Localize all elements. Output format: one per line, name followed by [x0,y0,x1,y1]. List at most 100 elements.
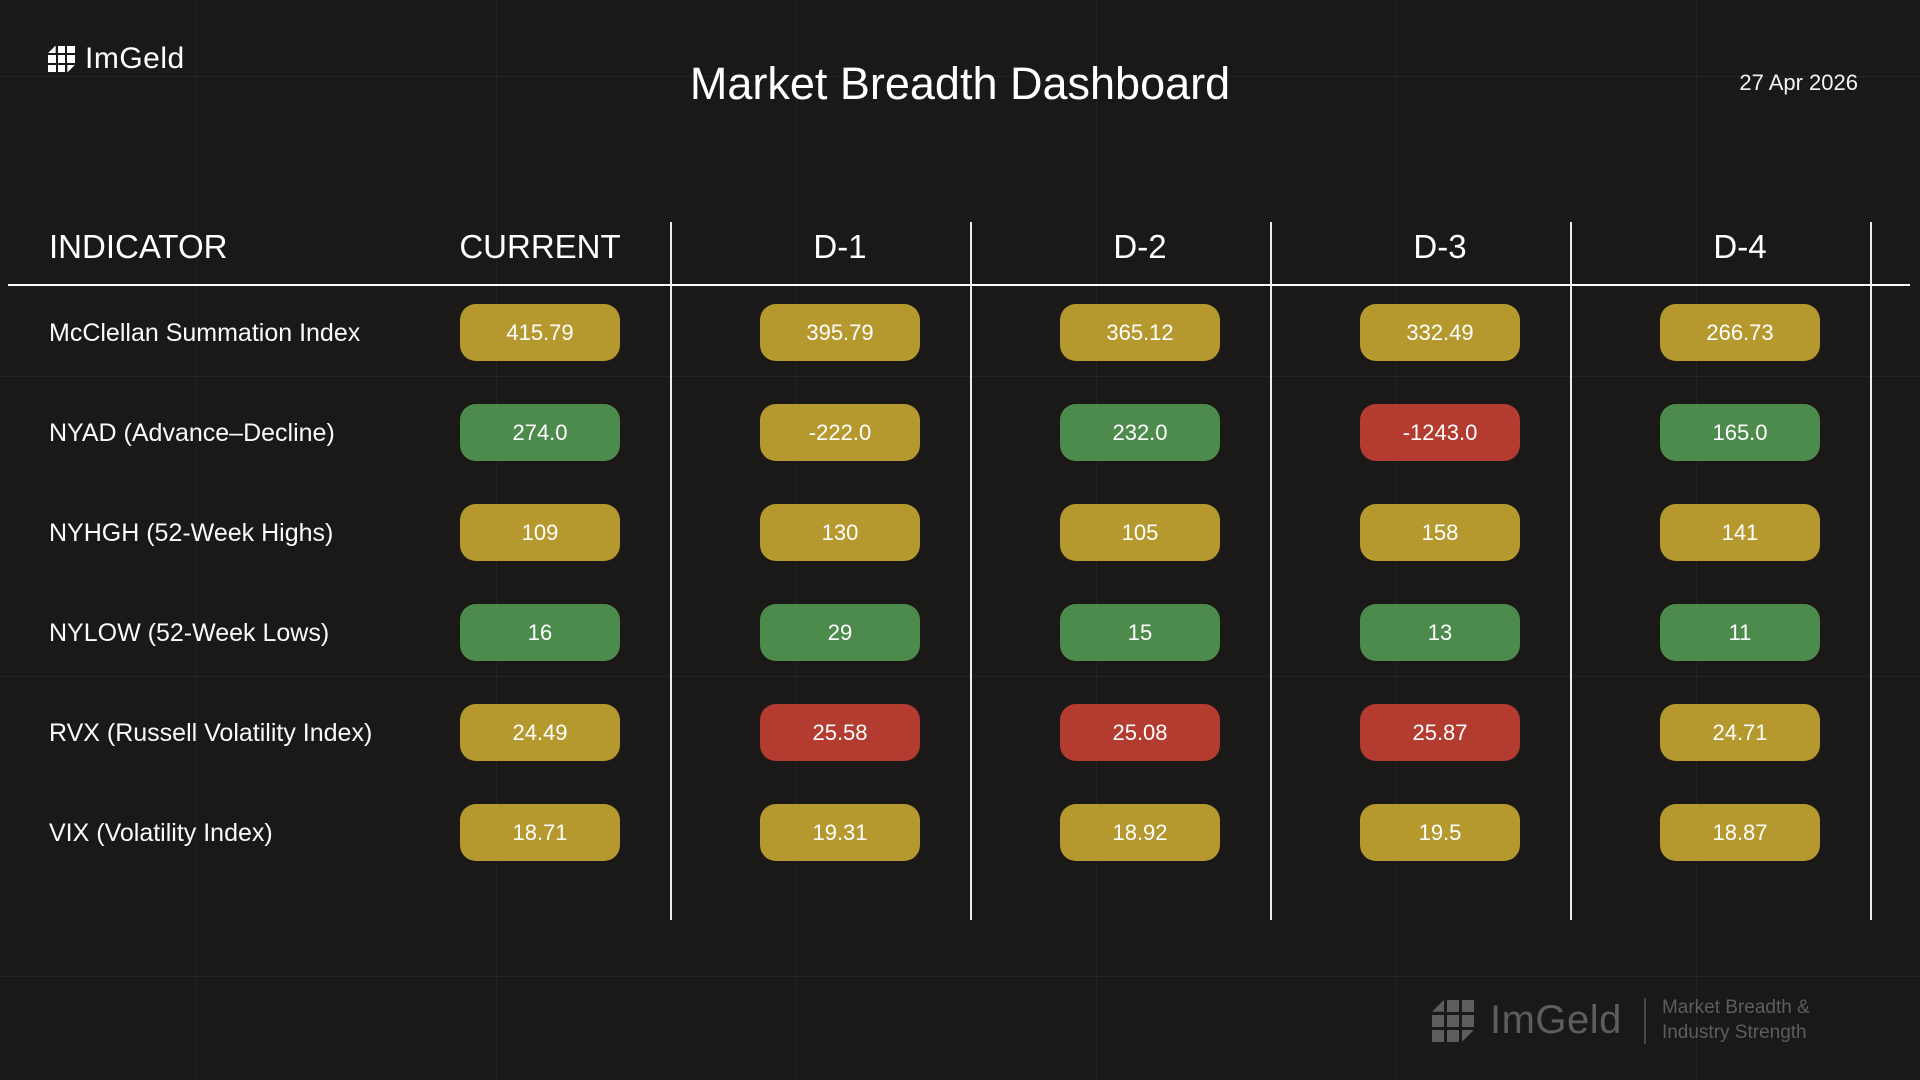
pill-value: 266.73 [1706,319,1774,345]
pill-value: 415.79 [506,319,574,345]
brand-name: ImGeld [85,42,185,75]
column-header-d2: D-2 [1113,228,1167,265]
grid-icon-cell [57,64,66,73]
value-pill: 19.5 [1360,804,1520,861]
pill-value: 141 [1721,519,1759,545]
pill-value: 18.71 [512,819,568,845]
pill-value: 158 [1421,519,1459,545]
pill-value: 29 [827,619,853,645]
grid-icon-cell [1432,1029,1444,1042]
grid-icon-cell [57,55,66,63]
grid-icon-cell [1432,999,1444,1012]
imgeld-grid-icon [1432,999,1474,1042]
pill-value: 25.08 [1112,719,1168,745]
value-pill: 16 [460,604,620,661]
value-pill: 232.0 [1060,404,1220,461]
value-pill: 266.73 [1660,304,1820,361]
value-pill: 158 [1360,504,1520,561]
grid-icon-cell [1447,999,1459,1012]
value-pill: 415.79 [460,304,620,361]
footer-brand-name: ImGeld [1490,998,1622,1043]
value-pill: 141 [1660,504,1820,561]
pill-value: 109 [521,519,559,545]
grid-icon-cell [1432,1014,1444,1027]
grid-icon-cell [48,45,56,54]
indicator-label: RVX (Russell Volatility Index) [49,719,373,747]
value-pill: 395.79 [760,304,920,361]
table-header: INDICATOR CURRENT D-1 D-2 D-3 D-4 [0,228,1920,278]
value-pill: 25.58 [760,704,920,761]
indicator-label: NYHGH (52-Week Highs) [49,519,334,547]
value-pill: 332.49 [1360,304,1520,361]
footer-brand: ImGeld Market Breadth & Industry Strengt… [1432,996,1810,1045]
pill-value: 15 [1127,619,1153,645]
value-pill: 109 [460,504,620,561]
table-row: VIX (Volatility Index) 18.71 19.31 18.92… [0,804,1920,862]
column-divider-line [970,222,972,920]
pill-value: 165.0 [1712,419,1768,445]
column-header-current: CURRENT [459,228,621,265]
column-divider-line [1270,222,1272,920]
column-header-d3: D-3 [1413,228,1467,265]
grid-icon-cell [67,64,75,73]
pill-value: -222.0 [808,419,872,445]
pill-value: 332.49 [1406,319,1474,345]
pill-value: 19.5 [1418,819,1462,845]
table-row: NYAD (Advance–Decline) 274.0 -222.0 232.… [0,404,1920,462]
pill-value: 25.87 [1412,719,1468,745]
pill-value: 130 [821,519,859,545]
value-pill: 25.08 [1060,704,1220,761]
footer-tagline-line2: Industry Strength [1661,1021,1807,1043]
grid-icon-cell [1447,1014,1459,1027]
value-pill: 165.0 [1660,404,1820,461]
column-divider-line [1870,222,1872,920]
column-header-d4: D-4 [1713,228,1767,265]
value-pill: 105 [1060,504,1220,561]
pill-value: 16 [527,619,553,645]
value-pill: 18.87 [1660,804,1820,861]
value-pill: -1243.0 [1360,404,1520,461]
pill-value: 274.0 [512,419,568,445]
value-pill: 13 [1360,604,1520,661]
grid-icon-cell [48,64,56,73]
pill-value: 13 [1427,619,1453,645]
column-divider-line [670,222,672,920]
value-pill: 25.87 [1360,704,1520,761]
value-pill: 11 [1660,604,1820,661]
value-pill: 29 [760,604,920,661]
pill-value: 18.92 [1112,819,1168,845]
grid-icon-cell [67,45,75,54]
pill-value: 232.0 [1112,419,1168,445]
footer-tagline: Market Breadth & Industry Strength [1662,996,1810,1045]
value-pill: 24.71 [1660,704,1820,761]
column-divider-line [1570,222,1572,920]
footer-divider [1643,997,1646,1044]
grid-icon-cell [1447,1029,1459,1042]
pill-value: 19.31 [812,819,868,845]
indicator-label: McClellan Summation Index [49,319,361,347]
pill-value: 25.58 [812,719,868,745]
indicator-label: NYAD (Advance–Decline) [49,419,335,447]
value-pill: 19.31 [760,804,920,861]
value-pill: 130 [760,504,920,561]
grid-icon-cell [67,55,75,63]
pill-value: -1243.0 [1402,419,1478,445]
grid-icon-cell [1462,999,1474,1012]
table-row: NYHGH (52-Week Highs) 109 130 105 158 14… [0,504,1920,562]
grid-icon-cell [1462,1014,1474,1027]
imgeld-grid-icon [48,45,75,73]
value-pill: 274.0 [460,404,620,461]
value-pill: -222.0 [760,404,920,461]
table-row: NYLOW (52-Week Lows) 16 29 15 13 11 [0,604,1920,662]
pill-value: 18.87 [1712,819,1768,845]
grid-icon-cell [1462,1029,1474,1042]
value-pill: 15 [1060,604,1220,661]
table-row: McClellan Summation Index 415.79 395.79 … [0,304,1920,362]
header-divider-line [8,284,1910,286]
grid-icon-cell [48,55,56,63]
indicator-label: VIX (Volatility Index) [49,819,273,847]
date-label: 27 Apr 2026 [1739,70,1858,95]
pill-value: 24.71 [1712,719,1768,745]
footer-tagline-line1: Market Breadth & [1661,997,1810,1018]
value-pill: 18.92 [1060,804,1220,861]
